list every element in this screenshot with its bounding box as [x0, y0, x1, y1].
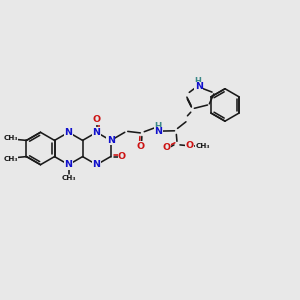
Text: N: N — [64, 160, 73, 169]
Text: O: O — [93, 115, 101, 124]
Text: CH₃: CH₃ — [196, 142, 210, 148]
Text: CH₃: CH₃ — [61, 175, 76, 181]
Text: N: N — [195, 82, 203, 91]
Text: N: N — [106, 136, 115, 145]
Text: H: H — [155, 122, 162, 131]
Text: N: N — [64, 128, 73, 137]
Text: O: O — [136, 142, 144, 151]
Text: CH₃: CH₃ — [4, 156, 18, 162]
Text: O: O — [185, 141, 193, 150]
Text: O: O — [162, 143, 170, 152]
Text: N: N — [93, 160, 101, 169]
Text: H: H — [194, 77, 201, 86]
Text: CH₃: CH₃ — [4, 135, 18, 141]
Text: N: N — [154, 127, 162, 136]
Text: O: O — [118, 152, 126, 161]
Text: N: N — [93, 128, 101, 137]
